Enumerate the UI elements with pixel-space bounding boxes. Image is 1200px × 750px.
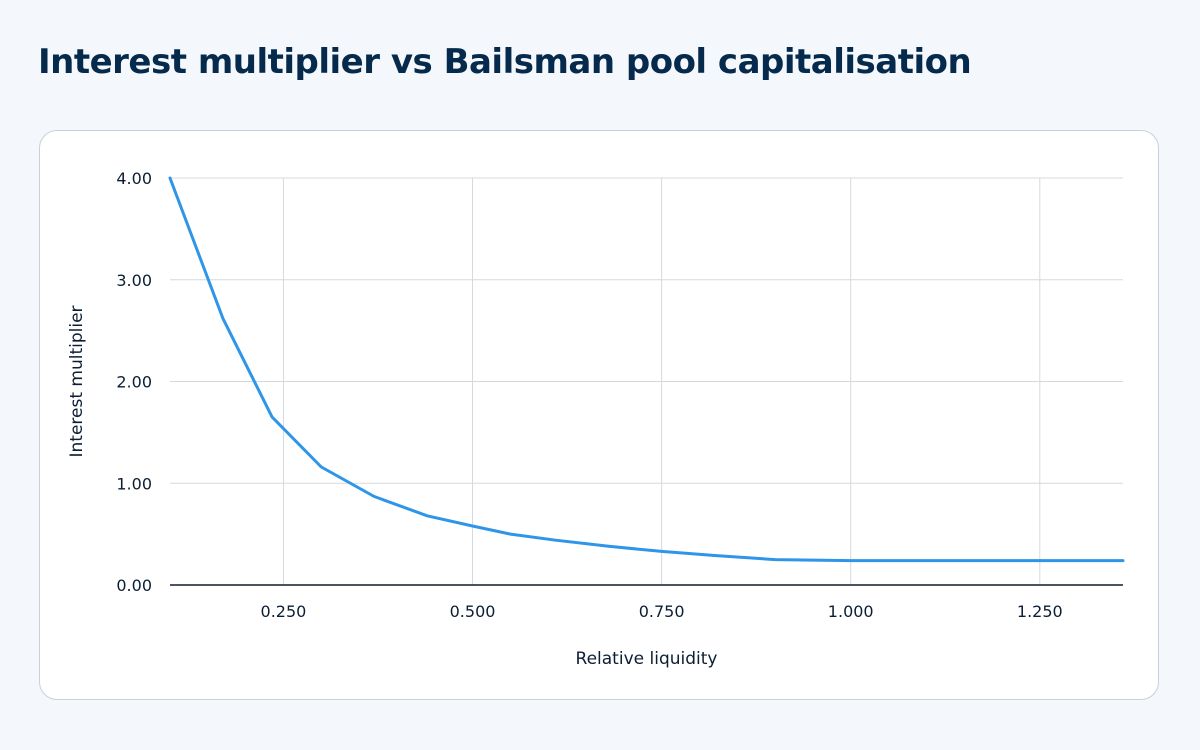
y-tick-label: 4.00 <box>116 169 152 188</box>
x-tick-label: 0.500 <box>450 602 496 621</box>
horizontal-gridlines <box>170 177 1123 484</box>
y-tick-labels: 0.00 1.00 2.00 3.00 4.00 <box>116 169 152 595</box>
series-line <box>168 176 1125 563</box>
y-axis-label: Interest multiplier <box>67 305 87 457</box>
chart-card: 0.00 1.00 2.00 3.00 4.00 0.250 0.500 0.750 1.00… <box>39 130 1159 700</box>
y-tick-label: 2.00 <box>116 373 152 392</box>
x-tick-label: 1.000 <box>828 602 874 621</box>
x-tick-label: 0.750 <box>639 602 685 621</box>
x-tick-label: 1.250 <box>1017 602 1063 621</box>
x-tick-labels: 0.250 0.500 0.750 1.000 1.250 <box>261 602 1063 621</box>
y-tick-label: 0.00 <box>116 576 152 595</box>
x-tick-label: 0.250 <box>261 602 307 621</box>
page-title: Interest multiplier vs Bailsman pool cap… <box>38 42 972 82</box>
x-axis-label: Relative liquidity <box>576 649 718 669</box>
y-tick-label: 1.00 <box>116 474 152 493</box>
y-tick-label: 3.00 <box>116 271 152 290</box>
line-chart: 0.00 1.00 2.00 3.00 4.00 0.250 0.500 0.750 1.00… <box>67 169 1125 669</box>
